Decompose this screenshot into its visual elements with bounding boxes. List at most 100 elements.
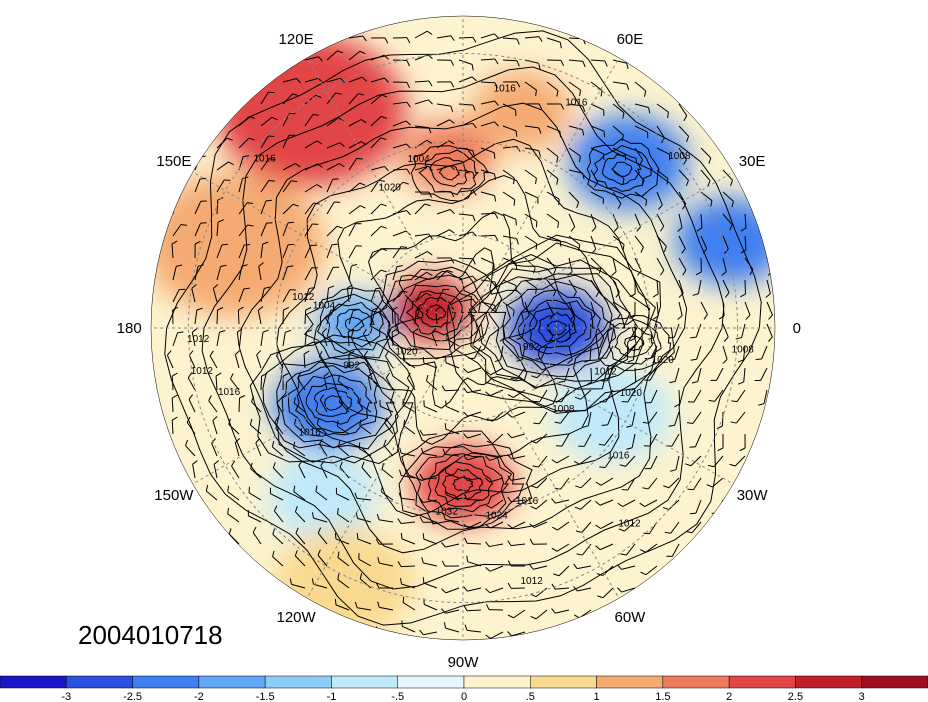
wind-barb bbox=[392, 209, 407, 215]
wind-barb-flag bbox=[637, 270, 642, 276]
wind-barb bbox=[502, 146, 517, 149]
wind-barb-flag bbox=[337, 551, 340, 558]
wind-barb-flag bbox=[471, 76, 477, 82]
wind-barb bbox=[379, 519, 394, 523]
wind-barb-flag bbox=[265, 199, 272, 202]
wind-barb-flag bbox=[615, 292, 620, 298]
wind-barb-flag bbox=[737, 359, 744, 363]
wind-barb bbox=[445, 609, 460, 614]
wind-barb bbox=[558, 565, 570, 577]
wind-barb-flag bbox=[578, 156, 581, 163]
wind-barb bbox=[649, 433, 658, 447]
wind-barb bbox=[693, 389, 702, 403]
wind-barb bbox=[490, 367, 504, 376]
wind-barb bbox=[347, 331, 350, 347]
wind-barb bbox=[533, 565, 548, 570]
wind-barb-flag bbox=[337, 50, 344, 54]
wind-barb-flag bbox=[217, 219, 224, 223]
wind-barb-flag bbox=[708, 399, 715, 402]
meridian bbox=[192, 327, 464, 485]
wind-barb bbox=[412, 332, 416, 347]
wind-barb bbox=[248, 515, 262, 523]
wind-barb-flag bbox=[494, 195, 497, 202]
wind-barb bbox=[502, 257, 517, 264]
wind-barb bbox=[392, 266, 398, 281]
wind-barb bbox=[546, 125, 561, 132]
wind-barb-flag bbox=[272, 462, 276, 469]
wind-barb bbox=[423, 631, 438, 636]
isobar bbox=[249, 334, 415, 465]
wind-barb-flag bbox=[406, 168, 411, 175]
wind-barb-flag bbox=[318, 77, 323, 84]
wind-barb-flag bbox=[739, 447, 746, 452]
wind-barb bbox=[326, 288, 329, 303]
latitude-circle bbox=[368, 233, 558, 423]
contour-label: 1016 bbox=[218, 387, 241, 398]
wind-barb-flag bbox=[399, 447, 402, 454]
wind-barb-flag bbox=[419, 497, 424, 503]
wind-barb-flag bbox=[428, 233, 433, 240]
wind-barb-flag bbox=[449, 209, 455, 215]
wind-barb bbox=[589, 345, 592, 361]
wind-barb-flag bbox=[351, 263, 358, 267]
wind-barb bbox=[535, 499, 548, 510]
wind-barb-flag bbox=[317, 527, 322, 534]
wind-barb bbox=[436, 289, 444, 303]
wind-barb-flag bbox=[686, 422, 694, 424]
wind-barb bbox=[568, 169, 583, 174]
wind-barb-flag bbox=[334, 532, 337, 539]
wind-barb bbox=[581, 521, 592, 533]
wind-barb bbox=[191, 332, 196, 347]
wind-barb-flag bbox=[611, 271, 617, 276]
wind-barb bbox=[674, 367, 680, 382]
wind-barb bbox=[260, 116, 273, 127]
isobar bbox=[448, 242, 657, 412]
wind-barb bbox=[763, 389, 768, 404]
wind-barb-flag bbox=[591, 226, 597, 232]
wind-barb-flag bbox=[710, 200, 713, 207]
contour-label: 1008 bbox=[552, 404, 575, 415]
wind-barb bbox=[599, 499, 614, 506]
wind-barb-flag bbox=[406, 372, 411, 379]
wind-barb bbox=[326, 310, 332, 325]
wind-barb-flag bbox=[383, 54, 389, 60]
wind-barb bbox=[577, 565, 592, 570]
wind-barb bbox=[370, 165, 385, 171]
wind-barb-flag bbox=[669, 380, 676, 384]
wind-barb-flag bbox=[531, 485, 538, 489]
wind-barb bbox=[590, 279, 600, 292]
wind-barb bbox=[502, 59, 518, 62]
wind-barb-flag bbox=[227, 485, 230, 492]
wind-barb bbox=[546, 323, 554, 337]
wind-barb bbox=[414, 30, 428, 39]
wind-barb bbox=[634, 169, 645, 181]
wind-barb bbox=[590, 367, 593, 383]
wind-barb-flag bbox=[383, 439, 387, 446]
wind-barb-flag bbox=[708, 157, 712, 164]
wind-barb-flag bbox=[336, 225, 343, 229]
contour-label: 1024 bbox=[485, 511, 508, 522]
wind-barb-flag bbox=[485, 455, 491, 461]
wind-barb bbox=[230, 378, 240, 391]
wind-barb-flag bbox=[472, 298, 477, 305]
wind-barb bbox=[612, 191, 622, 204]
contour-label: 1012 bbox=[292, 292, 315, 303]
wind-barb-flag bbox=[535, 287, 537, 295]
wind-barb bbox=[656, 301, 659, 316]
wind-barb-flag bbox=[533, 422, 540, 425]
wind-barb bbox=[304, 267, 313, 281]
wind-barb bbox=[216, 199, 219, 215]
wind-barb-flag bbox=[768, 336, 773, 342]
wind-barb-flag bbox=[354, 492, 358, 499]
wind-barb-flag bbox=[431, 328, 437, 334]
wind-barb-flag bbox=[322, 328, 328, 334]
isobar bbox=[276, 361, 396, 449]
wind-barb bbox=[316, 423, 328, 435]
map-border bbox=[150, 15, 776, 641]
wind-barb bbox=[401, 538, 416, 545]
wind-barb bbox=[656, 191, 663, 206]
wind-barb bbox=[186, 422, 196, 435]
wind-barb bbox=[458, 313, 470, 325]
isobar bbox=[287, 365, 378, 437]
colorbar-swatch bbox=[397, 675, 465, 689]
